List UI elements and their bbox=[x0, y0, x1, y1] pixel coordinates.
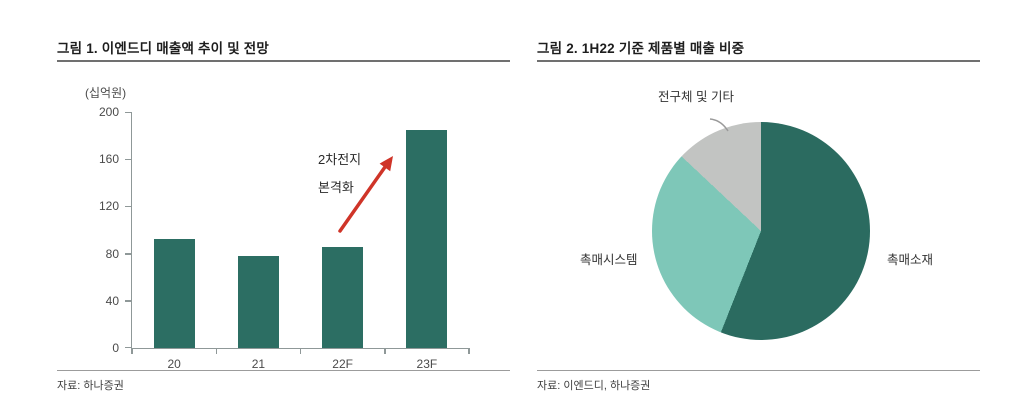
y-axis-tick-label: 120 bbox=[98, 199, 119, 214]
figure2-source: 자료: 이엔드디, 하나증권 bbox=[537, 380, 651, 392]
figure2-panel: 그림 2. 1H22 기준 제품별 매출 비중 촉매소재 촉매시스템 전구체 및… bbox=[537, 0, 980, 403]
x-axis-category-label: 23F bbox=[416, 357, 438, 371]
x-axis-category-label: 20 bbox=[167, 357, 181, 371]
y-axis-tick-label: 40 bbox=[105, 293, 119, 308]
pie-label-catalyst-systems: 촉매시스템 bbox=[580, 253, 638, 267]
figure2-title: 그림 2. 1H22 기준 제품별 매출 비중 bbox=[537, 41, 745, 56]
figure1-title: 그림 1. 이엔드디 매출액 추이 및 전망 bbox=[57, 41, 270, 56]
bar-21 bbox=[237, 255, 279, 348]
y-axis-tick-label: 0 bbox=[112, 341, 119, 355]
figure1-source-rule bbox=[57, 370, 510, 371]
y-axis-tick-mark bbox=[125, 346, 132, 348]
y-axis-tick-label: 80 bbox=[105, 246, 119, 261]
y-axis-tick-mark bbox=[125, 300, 132, 302]
annotation-line1: 2차전지 bbox=[318, 152, 362, 167]
y-axis-tick-label: 160 bbox=[98, 152, 119, 167]
y-axis-tick-mark bbox=[125, 253, 132, 255]
y-axis-tick-mark bbox=[125, 158, 132, 161]
x-axis-category-label: 21 bbox=[251, 357, 266, 371]
figure2-source-rule bbox=[537, 370, 980, 371]
figure1-panel: 그림 1. 이엔드디 매출액 추이 및 전망 (십억원) 0 40 80 120 160… bbox=[57, 0, 510, 403]
x-axis-tick-mark bbox=[299, 348, 302, 354]
figure2-title-rule bbox=[537, 60, 980, 62]
x-axis-tick-mark bbox=[215, 348, 217, 354]
y-axis-tick-mark bbox=[125, 205, 132, 208]
x-axis-tick-mark bbox=[468, 348, 470, 354]
annotation-text: 2차전지 본격화 bbox=[318, 146, 361, 202]
bar-23F bbox=[406, 129, 448, 348]
y-axis-unit-label: (십억원) bbox=[85, 86, 127, 100]
pie-chart bbox=[652, 122, 870, 340]
fig1-plot: 0 40 80 120 160 200 20 21 22F 23F bbox=[99, 105, 470, 371]
y-axis-tick-mark bbox=[125, 111, 132, 113]
annotation-line2: 본격화 bbox=[318, 180, 354, 195]
bar-20 bbox=[153, 239, 195, 348]
figure1-source: 자료: 하나증권 bbox=[57, 380, 124, 392]
bar-22F bbox=[322, 246, 364, 348]
x-axis-tick-mark bbox=[131, 348, 133, 354]
pie-label-catalyst-materials: 촉매소재 bbox=[887, 253, 934, 267]
label-leader-line bbox=[709, 118, 729, 132]
x-axis-tick-mark bbox=[384, 348, 386, 354]
y-axis-tick-label: 200 bbox=[98, 105, 119, 119]
annotation-arrow-icon bbox=[338, 156, 393, 233]
pie-label-precursors-others: 전구체 및 기타 bbox=[658, 90, 734, 104]
x-axis-category-label: 22F bbox=[332, 357, 353, 371]
figure1-title-rule bbox=[57, 60, 510, 62]
